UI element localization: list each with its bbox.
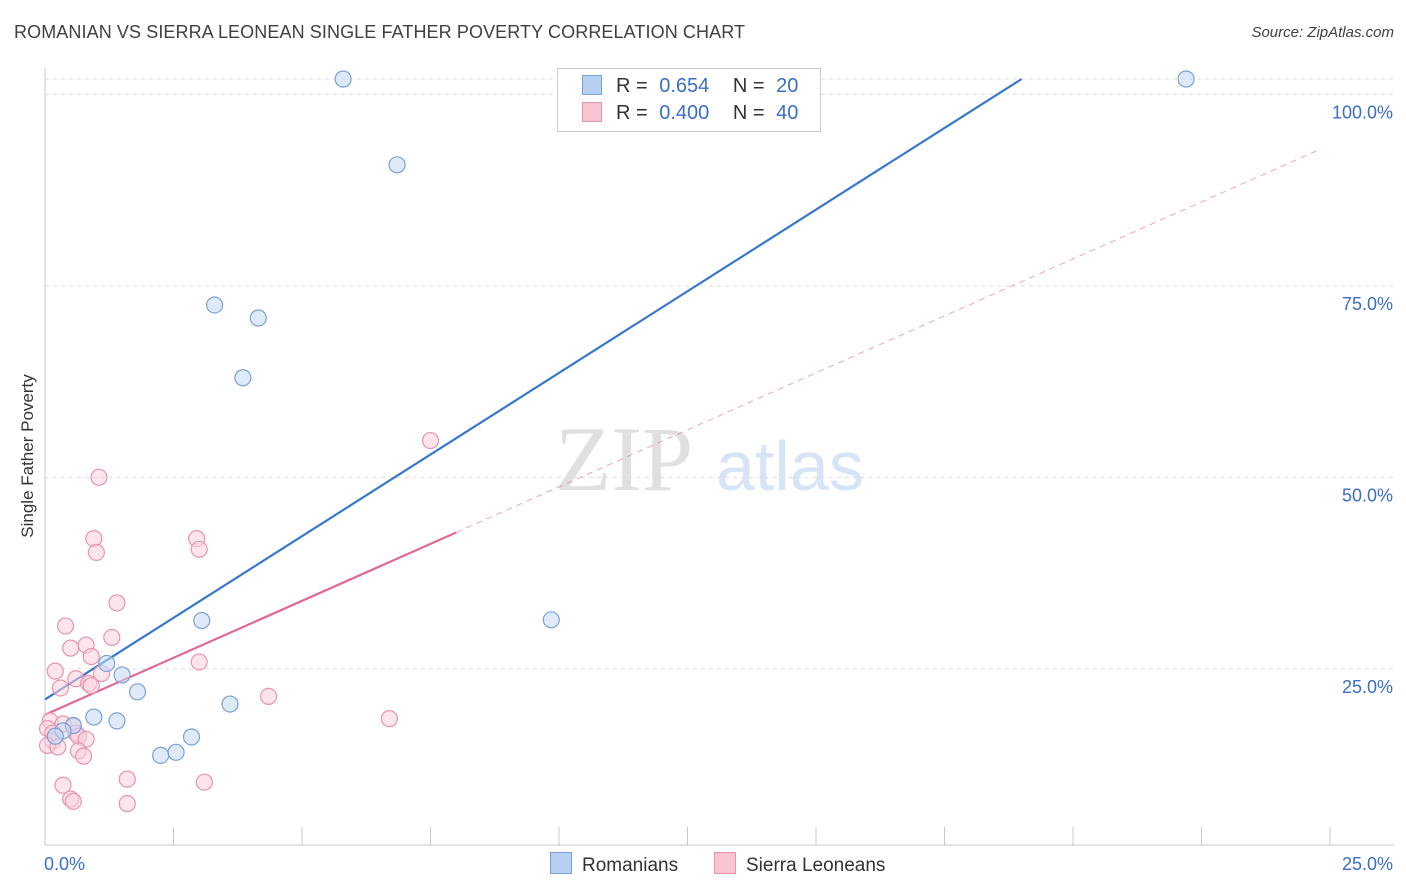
data-point-sierra-leoneans[interactable] <box>190 653 208 671</box>
data-point-sierra-leoneans[interactable] <box>380 710 398 728</box>
x-tick-label-max: 25.0% <box>1342 854 1393 874</box>
data-point-romanians[interactable] <box>128 683 147 701</box>
y-tick-label: 100.0% <box>1332 102 1393 122</box>
data-point-romanians[interactable] <box>113 666 131 684</box>
data-point-sierra-leoneans[interactable] <box>46 662 64 680</box>
data-point-sierra-leoneans[interactable] <box>82 677 100 695</box>
data-point-sierra-leoneans[interactable] <box>421 431 440 450</box>
data-point-sierra-leoneans[interactable] <box>190 540 208 558</box>
data-point-romanians[interactable] <box>234 369 252 387</box>
bottom-legend-swatch-pink <box>714 852 736 874</box>
data-point-romanians[interactable] <box>108 712 126 730</box>
data-point-romanians[interactable] <box>249 309 267 327</box>
data-point-sierra-leoneans[interactable] <box>118 795 136 813</box>
legend-r-label: R = <box>616 75 648 97</box>
data-point-sierra-leoneans[interactable] <box>90 468 108 486</box>
data-point-romanians[interactable] <box>167 743 185 761</box>
legend-n-value: 20 <box>776 75 799 97</box>
data-point-romanians[interactable] <box>206 296 224 314</box>
data-points <box>38 70 1195 813</box>
trend-lines <box>44 78 1320 716</box>
legend-row-sierra-leoneans: R = 0.400 N = 40 <box>582 102 798 126</box>
data-point-romanians[interactable] <box>1177 70 1195 88</box>
y-tick-label: 75.0% <box>1342 294 1393 314</box>
data-point-romanians[interactable] <box>542 611 560 629</box>
legend-n-label: N = <box>732 102 765 124</box>
data-point-sierra-leoneans[interactable] <box>195 773 213 791</box>
data-point-romanians[interactable] <box>334 70 352 88</box>
x-tick-label-min: 0.0% <box>44 854 85 874</box>
correlation-legend: R = 0.654 N = 20 R = 0.400 N = 40 <box>557 68 821 132</box>
data-point-sierra-leoneans[interactable] <box>118 770 136 788</box>
legend-r-value: 0.400 <box>659 102 710 124</box>
watermark-atlas: atlas <box>716 427 864 505</box>
data-point-sierra-leoneans[interactable] <box>74 747 93 765</box>
legend-r-label: R = <box>616 102 648 124</box>
data-point-romanians[interactable] <box>182 728 201 746</box>
bottom-legend-romanians[interactable]: Romanians <box>550 852 678 877</box>
bottom-legend-swatch-blue <box>550 852 572 874</box>
data-point-sierra-leoneans[interactable] <box>62 639 80 657</box>
data-point-sierra-leoneans[interactable] <box>56 617 75 635</box>
data-point-sierra-leoneans[interactable] <box>87 543 106 561</box>
data-point-romanians[interactable] <box>85 708 103 726</box>
trend-line-0 <box>44 78 1023 701</box>
data-point-romanians[interactable] <box>46 727 64 745</box>
data-point-romanians[interactable] <box>152 746 170 764</box>
tick-labels: 25.0% 50.0% 75.0% 100.0% 0.0% 25.0% <box>44 102 1393 874</box>
legend-row-romanians: R = 0.654 N = 20 <box>582 75 798 99</box>
data-point-romanians[interactable] <box>98 654 116 673</box>
data-point-sierra-leoneans[interactable] <box>82 647 100 666</box>
data-point-sierra-leoneans[interactable] <box>54 776 72 794</box>
legend-swatch-pink <box>582 102 602 122</box>
bottom-legend-sierra-leoneans[interactable]: Sierra Leoneans <box>714 852 885 877</box>
data-point-sierra-leoneans[interactable] <box>259 687 278 705</box>
bottom-legend-label: Romanians <box>582 855 679 876</box>
axes <box>44 68 1394 846</box>
legend-n-label: N = <box>732 75 765 97</box>
data-point-sierra-leoneans[interactable] <box>108 594 126 612</box>
y-tick-label: 25.0% <box>1342 677 1393 697</box>
legend-swatch-blue <box>582 75 602 95</box>
data-point-sierra-leoneans[interactable] <box>103 628 121 647</box>
legend-r-value: 0.654 <box>659 75 710 97</box>
watermark: ZIP atlas <box>555 408 864 510</box>
legend-n-value: 40 <box>776 102 799 124</box>
data-point-sierra-leoneans[interactable] <box>64 792 82 810</box>
data-point-sierra-leoneans[interactable] <box>51 679 70 697</box>
y-tick-label: 50.0% <box>1342 485 1393 505</box>
bottom-legend-label: Sierra Leoneans <box>746 855 886 876</box>
chart-title: ROMANIAN VS SIERRA LEONEAN SINGLE FATHER… <box>14 22 746 42</box>
watermark-zip: ZIP <box>555 408 693 510</box>
data-point-romanians[interactable] <box>193 611 211 630</box>
data-point-romanians[interactable] <box>388 156 406 174</box>
trend-line-1 <box>44 531 457 716</box>
data-point-romanians[interactable] <box>221 695 239 713</box>
trend-line-extension-1 <box>455 149 1320 533</box>
source-label: Source: ZipAtlas.com <box>1251 24 1394 41</box>
